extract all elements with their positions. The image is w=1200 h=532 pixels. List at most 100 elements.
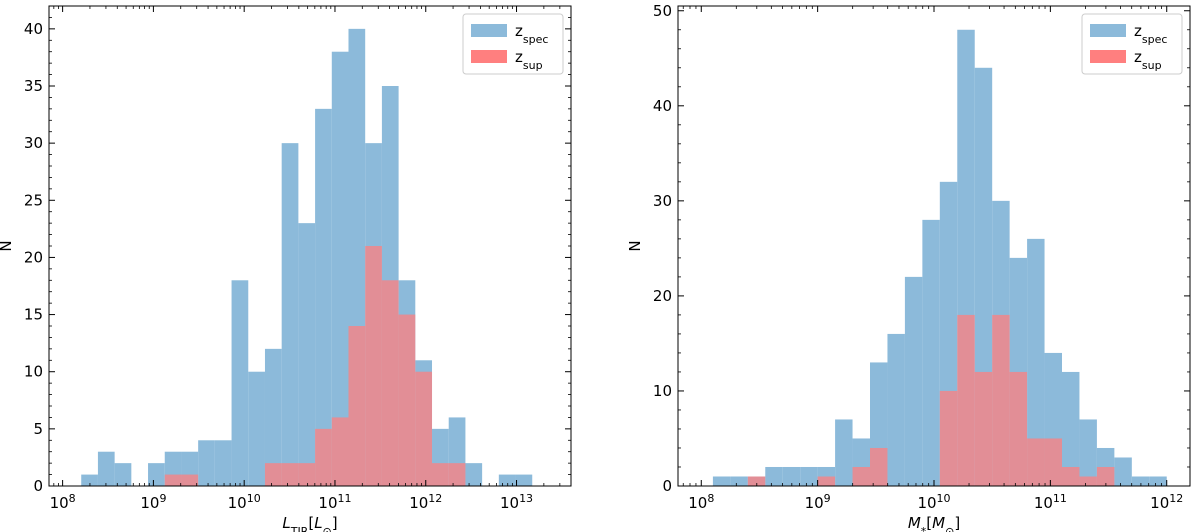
legend-swatch-zspec [1090, 24, 1126, 37]
bar-zspec-12 [281, 143, 299, 486]
bar-zsup-19 [1044, 438, 1062, 486]
legend-swatch-zsup [1090, 50, 1126, 63]
y-tick-label: 30 [653, 192, 672, 210]
bar-zspec-25 [498, 474, 516, 486]
bar-zspec-10 [248, 371, 265, 486]
bar-zsup-17 [1009, 371, 1028, 486]
x-tick-label: 1011 [318, 492, 351, 513]
bar-zspec-18 [1027, 238, 1045, 486]
bar-zsup-18 [381, 280, 399, 486]
x-tick-label: 109 [140, 492, 166, 513]
bar-zspec-23 [1114, 457, 1132, 486]
bar-zsup-5 [164, 474, 182, 486]
bar-zsup-18 [1027, 438, 1045, 486]
bar-zsup-11 [264, 463, 282, 486]
bar-zsup-19 [398, 314, 416, 486]
series-zspec [81, 28, 533, 486]
bar-zspec-8 [214, 440, 232, 486]
legend-swatch-zsup [471, 50, 507, 63]
bar-zspec-11 [904, 276, 923, 486]
bar-zsup-12 [281, 463, 299, 486]
x-axis-label: M*[M⊙] [908, 514, 960, 532]
bar-zspec-2 [114, 463, 132, 486]
y-tick-label: 15 [24, 306, 43, 324]
x-tick-label: 109 [805, 492, 831, 513]
legend-label-zsup: zsup [515, 48, 543, 72]
bar-zspec-0 [81, 474, 98, 486]
bar-zsup-17 [365, 246, 382, 486]
y-axis-label: N [626, 240, 644, 251]
bar-zsup-20 [415, 371, 433, 486]
bar-zsup-21 [432, 463, 449, 486]
legend-swatch-zspec [471, 24, 507, 37]
bar-zsup-14 [957, 314, 975, 486]
y-tick-label: 40 [653, 97, 672, 115]
bar-zspec-1 [730, 476, 748, 486]
bar-zsup-9 [870, 447, 888, 486]
y-tick-label: 10 [24, 363, 43, 381]
y-tick-label: 20 [653, 287, 672, 305]
bar-zspec-24 [1131, 476, 1150, 486]
y-tick-label: 30 [24, 134, 43, 152]
bar-zspec-10 [887, 333, 905, 486]
bar-zsup-16 [992, 314, 1010, 486]
bar-zspec-21 [1079, 419, 1097, 486]
legend-label-zsup: zsup [1134, 48, 1162, 72]
bar-zspec-1 [97, 451, 115, 486]
x-tick-label: 1012 [409, 492, 442, 513]
x-tick-label: 1010 [917, 492, 950, 513]
bar-zsup-14 [315, 428, 332, 486]
x-tick-label: 1013 [500, 492, 533, 513]
series-zsup [164, 246, 466, 486]
bar-zspec-23 [465, 463, 483, 486]
bar-zsup-13 [298, 463, 316, 486]
bar-zsup-22 [448, 463, 466, 486]
bar-zsup-20 [1062, 466, 1080, 486]
bar-zsup-13 [939, 390, 958, 486]
bar-zspec-15 [331, 51, 349, 486]
x-tick-label: 1012 [1150, 492, 1183, 513]
y-axis-label: N [0, 240, 15, 251]
bar-zspec-25 [1149, 476, 1167, 486]
series-zsup [747, 314, 1115, 486]
bar-zspec-26 [515, 474, 533, 486]
bar-zspec-14 [315, 108, 332, 486]
y-tick-label: 35 [24, 77, 43, 95]
bar-zsup-16 [348, 326, 366, 486]
panel-stellar-mass-histogram: 0 10 20 30 40 50 108 109 1010 1011 1012 M*[M⊙] Nzspe… [626, 2, 1191, 532]
y-tick-label: 0 [33, 477, 43, 495]
bar-zsup-15 [974, 371, 993, 486]
bar-zspec-7 [835, 419, 853, 486]
bar-zsup-6 [181, 474, 199, 486]
bar-zsup-21 [1079, 476, 1097, 486]
bar-zsup-22 [1096, 466, 1115, 486]
y-tick-label: 40 [24, 20, 43, 38]
bar-zsup-8 [852, 466, 870, 486]
legend-label-zspec: zspec [515, 22, 548, 46]
bar-zspec-4 [782, 466, 801, 486]
y-tick-label: 20 [24, 248, 43, 266]
x-axis-label: LTIR[L⊙] [282, 514, 337, 532]
bar-zsup-15 [331, 417, 349, 486]
bar-zsup-2 [747, 476, 766, 486]
y-tick-label: 25 [24, 191, 43, 209]
y-tick-label: 10 [653, 382, 672, 400]
bar-zspec-20 [1062, 371, 1080, 486]
bar-zspec-12 [922, 219, 940, 486]
legend-label-zspec: zspec [1134, 22, 1167, 46]
bar-zspec-9 [231, 280, 249, 486]
y-tick-label: 5 [33, 420, 43, 438]
bar-zspec-3 [765, 466, 783, 486]
x-tick-label: 108 [688, 492, 714, 513]
x-tick-label: 1011 [1034, 492, 1067, 513]
bar-zspec-13 [298, 223, 316, 486]
bar-zspec-0 [712, 476, 731, 486]
bar-zspec-7 [198, 440, 215, 486]
panel-ltir-histogram: 0 5 10 15 20 25 30 35 40 108 109 1010 1011 1012 1013 LT… [0, 5, 572, 532]
y-tick-label: 0 [662, 477, 672, 495]
bar-zspec-11 [264, 348, 282, 486]
bar-zspec-4 [148, 463, 165, 486]
